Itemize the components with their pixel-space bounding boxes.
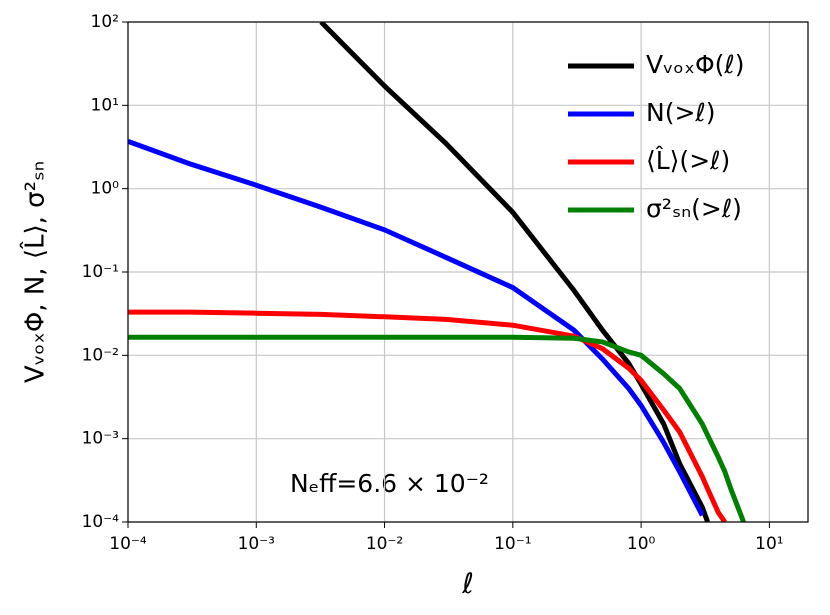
x-tick-label: 10⁻¹	[494, 534, 531, 554]
y-tick-label: 10⁻²	[82, 345, 119, 365]
x-tick-label: 10⁻³	[238, 534, 275, 554]
x-tick-label: 10⁰	[627, 534, 656, 554]
series-line	[128, 138, 705, 517]
x-tick-label: 10⁻²	[366, 534, 403, 554]
y-axis-label: VᵥₒₓΦ, N, ⟨L̂⟩, σ²ₛₙ	[19, 161, 51, 383]
plot-frame	[127, 21, 809, 523]
y-tick-label: 10⁻⁴	[82, 512, 120, 532]
y-tick-label: 10⁰	[91, 179, 120, 199]
legend-label: N(>ℓ)	[646, 98, 715, 127]
y-tick-label: 10¹	[91, 95, 119, 115]
y-tick-label: 10⁻³	[82, 429, 119, 449]
series-line	[128, 334, 746, 522]
y-tick-label: 10⁻¹	[82, 262, 119, 282]
x-tick-label: 10⁻⁴	[109, 534, 147, 554]
legend-label: ⟨L̂⟩(>ℓ)	[646, 146, 730, 175]
annotation: Nₑff=6.6 × 10⁻²	[290, 469, 489, 498]
y-tick-label: 10²	[91, 12, 119, 32]
series-line	[128, 309, 727, 522]
legend-label: VᵥₒₓΦ(ℓ)	[646, 50, 744, 79]
x-axis-label: ℓ	[461, 567, 474, 600]
legend-label: σ²ₛₙ(>ℓ)	[646, 194, 742, 223]
x-tick-label: 10¹	[755, 534, 783, 554]
